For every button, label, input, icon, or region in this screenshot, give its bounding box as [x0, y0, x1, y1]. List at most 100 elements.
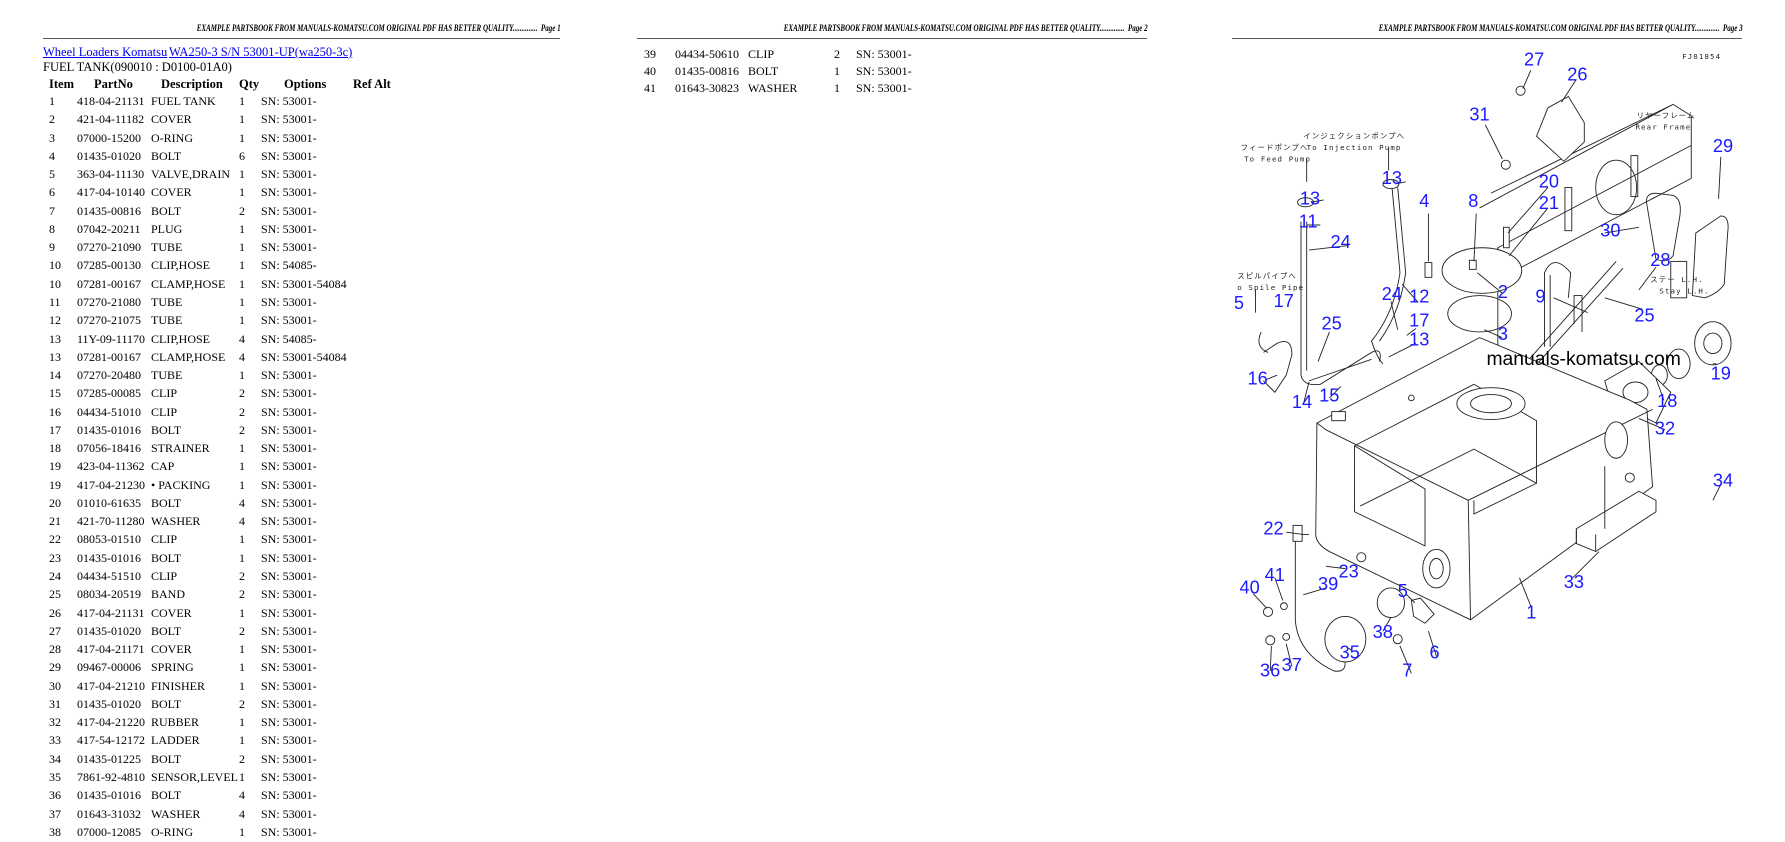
- callout-40[interactable]: 40: [1240, 578, 1260, 598]
- callout-31[interactable]: 31: [1469, 104, 1489, 124]
- callout-25[interactable]: 25: [1634, 306, 1654, 326]
- annotation-label: To Feed Pump: [1244, 154, 1311, 163]
- callout-6[interactable]: 6: [1430, 642, 1440, 662]
- qty-cell: 2: [239, 569, 245, 584]
- callout-12[interactable]: 12: [1409, 286, 1429, 306]
- callout-8[interactable]: 8: [1468, 191, 1478, 211]
- description-cell: O-RING: [151, 824, 193, 839]
- partno-cell: 04434-51010: [77, 404, 141, 419]
- callout-39[interactable]: 39: [1318, 574, 1338, 594]
- callout-26[interactable]: 26: [1567, 65, 1587, 85]
- callout-36[interactable]: 36: [1260, 661, 1280, 681]
- annotation-label: フィードポンプへ: [1241, 143, 1309, 152]
- description-cell: FINISHER: [151, 678, 206, 693]
- callout-37[interactable]: 37: [1282, 655, 1302, 675]
- callout-30[interactable]: 30: [1600, 220, 1620, 240]
- callout-17[interactable]: 17: [1274, 291, 1294, 311]
- qty-cell: 2: [239, 751, 245, 766]
- options-cell: SN: 53001-: [261, 313, 317, 328]
- model-link[interactable]: WA250-3 S/N 53001-UP(wa250-3c): [169, 45, 353, 59]
- callout-11[interactable]: 11: [1299, 211, 1318, 231]
- qty-cell: 4: [239, 806, 245, 821]
- partno-cell: 07056-18416: [77, 441, 141, 456]
- options-cell: SN: 53001-: [261, 459, 317, 474]
- partno-cell: 07285-00130: [77, 258, 141, 273]
- item-cell: 23: [49, 550, 61, 565]
- options-cell: SN: 53001-: [261, 587, 317, 602]
- callout-24[interactable]: 24: [1382, 284, 1402, 304]
- callout-2[interactable]: 2: [1498, 282, 1508, 302]
- callout-17[interactable]: 17: [1409, 310, 1429, 330]
- callout-16[interactable]: 16: [1248, 368, 1268, 388]
- partno-cell: 07270-21090: [77, 240, 141, 255]
- item-cell: 6: [49, 185, 55, 200]
- description-cell: COVER: [151, 112, 192, 127]
- callout-25[interactable]: 25: [1321, 314, 1341, 334]
- item-cell: 33: [49, 733, 61, 748]
- description-cell: RUBBER: [151, 715, 200, 730]
- callout-38[interactable]: 38: [1373, 622, 1393, 642]
- qty-cell: 2: [239, 422, 245, 437]
- item-cell: 9: [49, 240, 55, 255]
- callout-1[interactable]: 1: [1526, 603, 1536, 623]
- item-cell: 38: [49, 824, 61, 839]
- callout-21[interactable]: 21: [1539, 193, 1559, 213]
- qty-cell: 1: [239, 240, 245, 255]
- callout-18[interactable]: 18: [1657, 391, 1677, 411]
- options-cell: SN: 53001-: [261, 130, 317, 145]
- callout-3[interactable]: 3: [1498, 324, 1508, 344]
- callout-27[interactable]: 27: [1524, 50, 1544, 70]
- description-cell: SENSOR,LEVEL: [151, 769, 238, 784]
- callout-34[interactable]: 34: [1713, 471, 1733, 491]
- partno-cell: 01435-01020: [77, 696, 141, 711]
- callout-9[interactable]: 9: [1535, 286, 1545, 306]
- qty-cell: 1: [239, 167, 245, 182]
- callout-41[interactable]: 41: [1265, 565, 1285, 585]
- description-cell: COVER: [151, 605, 192, 620]
- callout-5[interactable]: 5: [1398, 581, 1408, 601]
- description-cell: STRAINER: [151, 441, 210, 456]
- page-2: EXAMPLE PARTSBOOK FROM MANUALS-KOMATSU.C…: [600, 0, 1200, 842]
- callout-35[interactable]: 35: [1340, 642, 1360, 662]
- page-3: EXAMPLE PARTSBOOK FROM MANUALS-KOMATSU.C…: [1200, 0, 1785, 842]
- options-cell: SN: 53001-: [261, 733, 317, 748]
- partno-cell: 01435-01016: [77, 422, 141, 437]
- options-cell: SN: 53001-: [261, 167, 317, 182]
- category-link[interactable]: Wheel Loaders Komatsu: [43, 45, 168, 59]
- description-cell: BOLT: [151, 788, 182, 803]
- callout-28[interactable]: 28: [1650, 250, 1670, 270]
- partno-cell: 01435-01020: [77, 623, 141, 638]
- annotation-label: ステー L.H.: [1650, 275, 1703, 284]
- callout-5[interactable]: 5: [1235, 293, 1244, 313]
- page-header: EXAMPLE PARTSBOOK FROM MANUALS-KOMATSU.C…: [43, 24, 560, 39]
- options-cell: SN: 53001-: [261, 514, 317, 529]
- options-cell: SN: 53001-: [261, 715, 317, 730]
- qty-cell: 2: [239, 386, 245, 401]
- callout-14[interactable]: 14: [1292, 392, 1312, 412]
- callout-13[interactable]: 13: [1382, 168, 1402, 188]
- callout-20[interactable]: 20: [1539, 171, 1559, 191]
- callout-24[interactable]: 24: [1331, 232, 1351, 252]
- description-cell: COVER: [151, 185, 192, 200]
- callout-29[interactable]: 29: [1713, 136, 1733, 156]
- callout-23[interactable]: 23: [1339, 562, 1359, 582]
- partno-cell: 417-04-10140: [77, 185, 145, 200]
- callout-13[interactable]: 13: [1300, 189, 1320, 209]
- description-cell: BOLT: [748, 64, 779, 78]
- callout-4[interactable]: 4: [1419, 191, 1429, 211]
- page-header: EXAMPLE PARTSBOOK FROM MANUALS-KOMATSU.C…: [1232, 24, 1742, 39]
- partno-cell: 07270-21075: [77, 313, 141, 328]
- callout-19[interactable]: 19: [1711, 364, 1731, 384]
- callout-13[interactable]: 13: [1409, 330, 1429, 350]
- partno-cell: 01435-00816: [675, 64, 739, 78]
- callout-33[interactable]: 33: [1564, 572, 1584, 592]
- callout-15[interactable]: 15: [1319, 385, 1339, 405]
- partno-cell: 07270-20480: [77, 368, 141, 383]
- qty-cell: 1: [239, 532, 245, 547]
- callout-22[interactable]: 22: [1263, 518, 1283, 538]
- section-title: FUEL TANK(090010 : D0100-01A0): [43, 60, 232, 74]
- callout-32[interactable]: 32: [1655, 418, 1675, 438]
- callout-7[interactable]: 7: [1402, 661, 1412, 681]
